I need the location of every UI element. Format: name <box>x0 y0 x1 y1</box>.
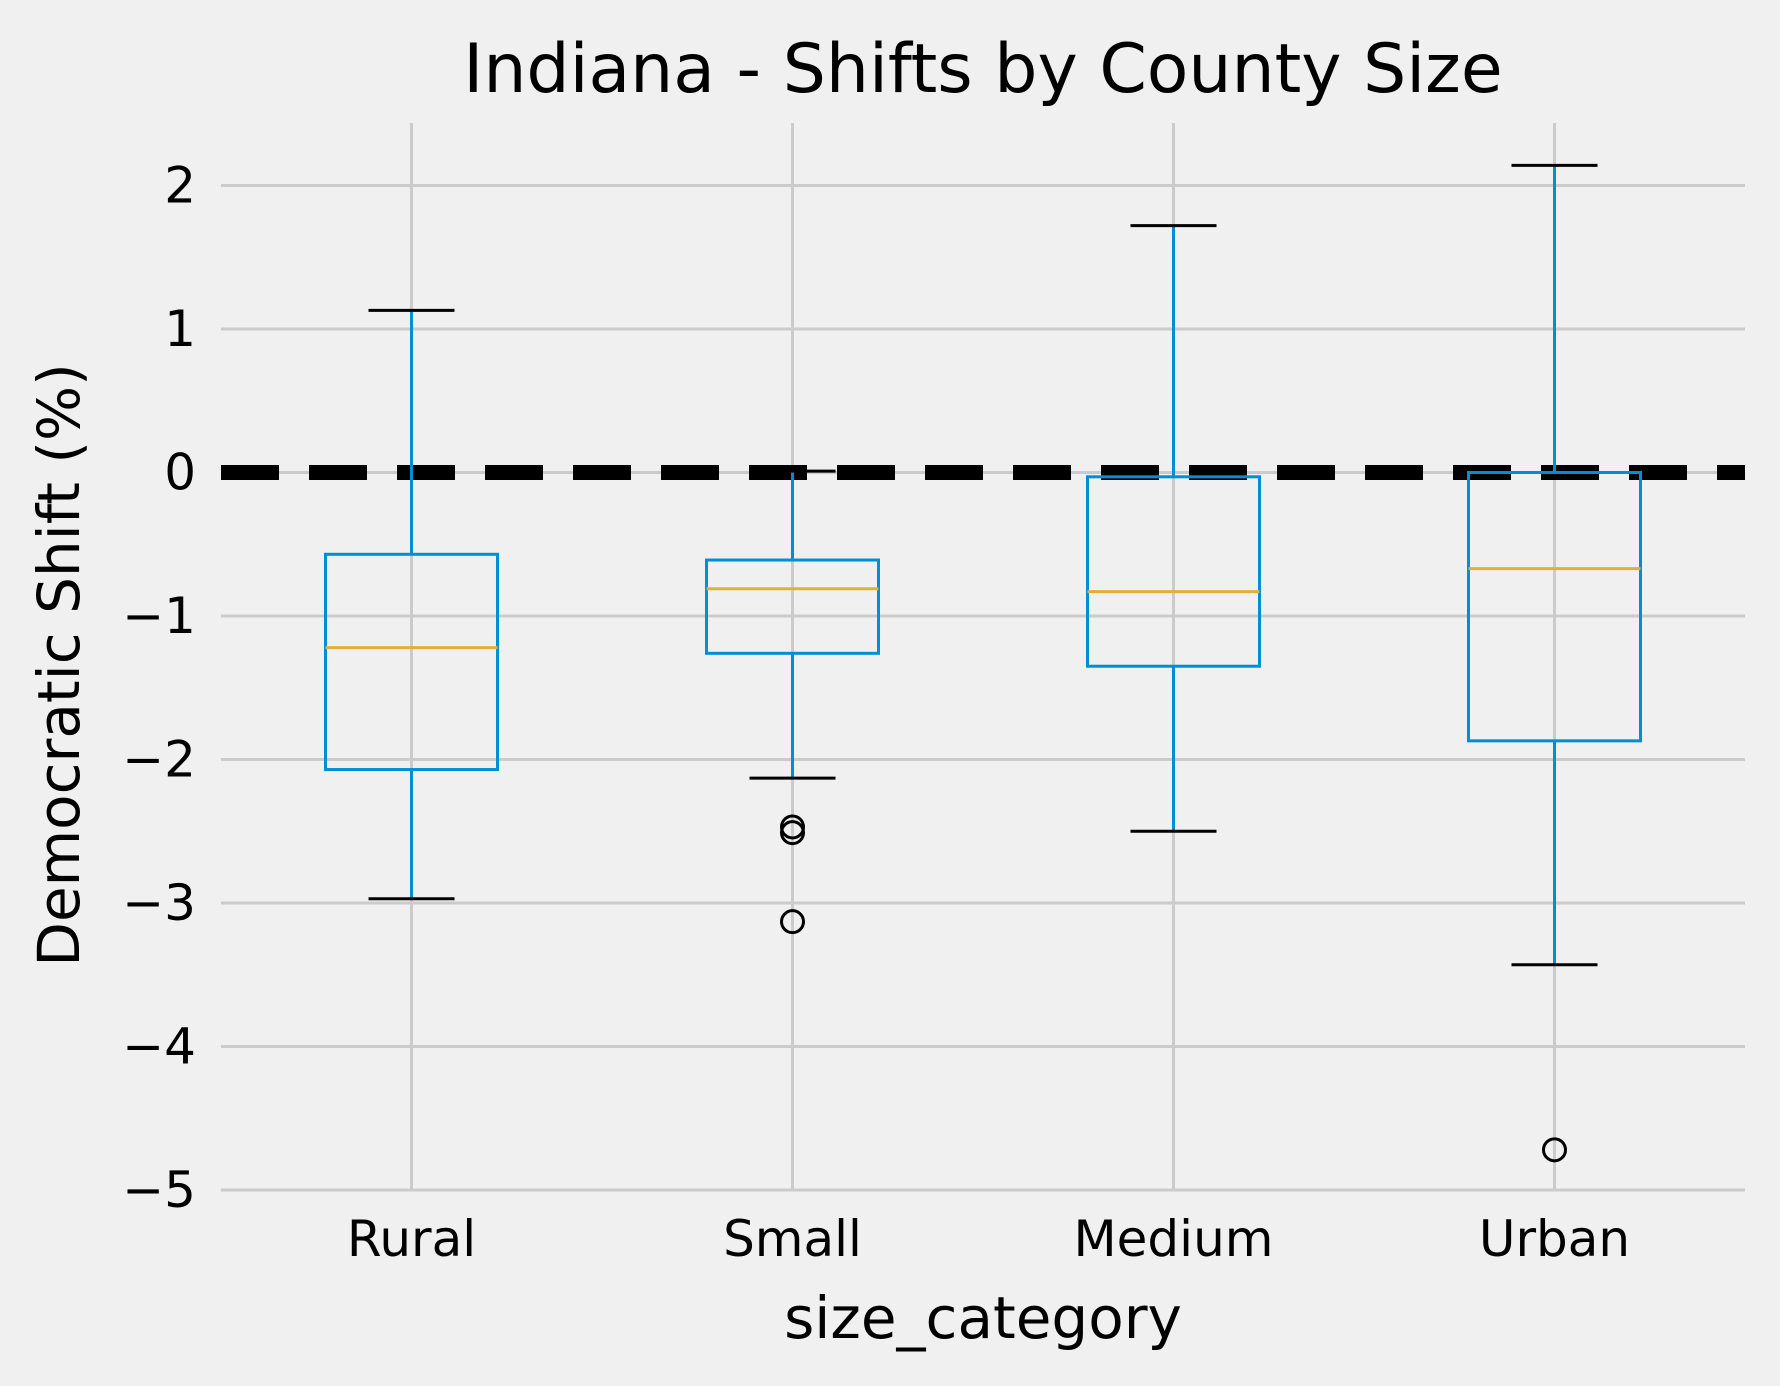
chart-title: Indiana - Shifts by County Size <box>463 30 1502 109</box>
box-rect <box>1086 475 1261 668</box>
y-tick-label: 2 <box>164 157 196 215</box>
box-rect <box>705 558 880 655</box>
outlier-point <box>1542 1137 1567 1163</box>
y-tick-label: −2 <box>122 731 196 789</box>
box-small <box>705 469 880 935</box>
y-axis-label: Democratic Shift (%) <box>25 363 93 966</box>
box-urban <box>1467 163 1642 1163</box>
y-tick-labels: −5 −4 −3 −2 −1 0 1 2 <box>122 157 196 1220</box>
y-tick-label: −3 <box>122 874 196 932</box>
box-medium <box>1086 224 1261 833</box>
y-tick-label: 1 <box>164 300 196 358</box>
x-tick-label: Small <box>723 1210 862 1268</box>
outlier-point <box>780 909 805 935</box>
box-rect <box>1467 471 1642 743</box>
box-rural <box>324 308 499 901</box>
x-tick-labels: Rural Small Medium Urban <box>347 1210 1630 1268</box>
grid <box>221 123 1745 1192</box>
x-tick-label: Rural <box>347 1210 476 1268</box>
y-tick-label: −1 <box>122 587 196 645</box>
boxes <box>324 163 1642 1163</box>
y-tick-label: −4 <box>122 1018 196 1076</box>
x-tick-label: Medium <box>1074 1210 1274 1268</box>
x-tick-label: Urban <box>1479 1210 1630 1268</box>
box-rect <box>324 552 499 772</box>
x-axis-label: size_category <box>784 1284 1182 1352</box>
y-tick-label: 0 <box>164 444 196 502</box>
outlier-point <box>780 820 805 846</box>
y-tick-label: −5 <box>122 1161 196 1219</box>
